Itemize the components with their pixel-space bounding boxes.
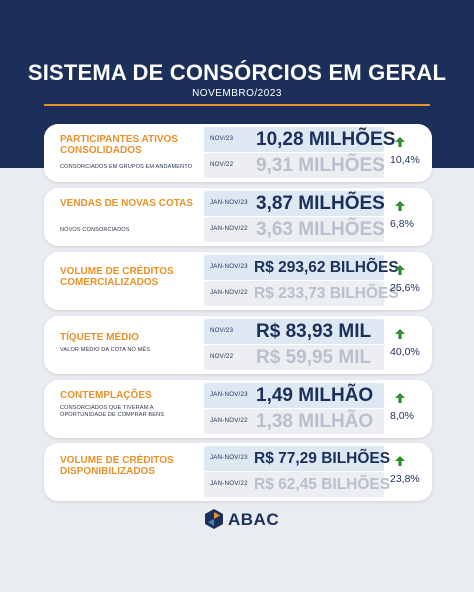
previous-value: 3,63 MILHÕES — [256, 219, 385, 240]
page-subtitle: NOVEMBRO/2023 — [192, 88, 282, 99]
current-period: JAN-NOV/23 — [210, 199, 248, 206]
current-row: JAN-NOV/23 1,49 MILHÃO — [204, 383, 384, 408]
current-row: JAN-NOV/23 R$ 77,29 BILHÕES — [204, 446, 390, 471]
change-percent: 10,4% — [390, 154, 420, 166]
previous-row: JAN-NOV/22 R$ 62,45 BILHÕES — [204, 472, 390, 497]
previous-period: JAN-NOV/22 — [210, 225, 248, 232]
previous-value: 1,38 MILHÃO — [256, 411, 374, 432]
current-value: R$ 83,93 MIL — [256, 321, 372, 342]
previous-row: JAN-NOV/22 1,38 MILHÃO — [204, 409, 384, 434]
change-percent: 23,8% — [390, 473, 420, 485]
change-percent: 25,6% — [390, 282, 420, 294]
current-row: JAN-NOV/23 R$ 293,62 BILHÕES — [204, 255, 399, 280]
current-value: R$ 77,29 BILHÕES — [254, 450, 391, 467]
previous-row: JAN-NOV/22 R$ 233,73 BILHÕES — [204, 281, 399, 306]
current-value: 10,28 MILHÕES — [256, 129, 396, 150]
card-title: PARTICIPANTES ATIVOS CONSOLIDADOS — [60, 134, 178, 156]
card-description: CONSORCIADOS QUE TIVERAM A OPORTUNIDADE … — [60, 405, 165, 418]
arrow-up-icon — [395, 137, 405, 147]
previous-row: JAN-NOV/22 3,63 MILHÕES — [204, 217, 385, 242]
arrow-up-icon — [395, 265, 405, 275]
card-description: VALOR MÉDIO DA COTA NO MÊS — [60, 347, 151, 353]
current-period: NOV/23 — [210, 135, 234, 142]
card-contemplacoes: Contemplações CONSORCIADOS QUE TIVERAM A… — [44, 380, 432, 438]
card-participantes: PARTICIPANTES ATIVOS CONSOLIDADOS CONSOR… — [44, 124, 432, 182]
title-divider — [44, 104, 430, 106]
card-title: Tíquete Médio — [60, 332, 139, 343]
current-row: NOV/23 R$ 83,93 MIL — [204, 319, 384, 344]
current-period: JAN-NOV/23 — [210, 263, 248, 270]
previous-period: JAN-NOV/22 — [210, 480, 248, 487]
card-description: CONSORCIADOS EM GRUPOS EM ANDAMENTO — [60, 164, 193, 170]
arrow-up-icon — [395, 201, 405, 211]
abac-logo-icon — [205, 509, 223, 529]
current-period: JAN-NOV/23 — [210, 454, 248, 461]
page-title: SISTEMA DE CONSÓRCIOS EM GERAL — [27, 60, 447, 85]
previous-value: R$ 62,45 BILHÕES — [254, 476, 391, 493]
change-percent: 6,8% — [390, 218, 414, 230]
previous-period: JAN-NOV/22 — [210, 417, 248, 424]
current-value: R$ 293,62 BILHÕES — [254, 259, 399, 276]
card-volume-disponibilizados: Volume de Créditos Disponibilizados JAN-… — [44, 443, 432, 501]
arrow-up-icon — [395, 456, 405, 466]
arrow-up-icon — [395, 329, 405, 339]
card-title: Volume de Créditos Disponibilizados — [60, 455, 174, 477]
current-value: 1,49 MILHÃO — [256, 385, 374, 406]
change-percent: 40,0% — [390, 346, 420, 358]
current-period: NOV/23 — [210, 327, 234, 334]
current-value: 3,87 MILHÕES — [256, 193, 385, 214]
card-vendas: Vendas de Novas Cotas NOVOS CONSORCIADOS… — [44, 188, 432, 246]
previous-value: 9,31 MILHÕES — [256, 155, 385, 176]
change-percent: 8,0% — [390, 410, 414, 422]
card-title: Contemplações — [60, 390, 152, 401]
arrow-up-icon — [395, 393, 405, 403]
current-period: JAN-NOV/23 — [210, 391, 248, 398]
previous-row: NOV/22 9,31 MILHÕES — [204, 153, 385, 178]
card-volume-comercializados: Volume de Créditos Comercializados JAN-N… — [44, 252, 432, 310]
previous-value: R$ 233,73 BILHÕES — [254, 285, 399, 302]
current-row: JAN-NOV/23 3,87 MILHÕES — [204, 191, 385, 216]
card-title: Volume de Créditos Comercializados — [60, 266, 174, 288]
brand-name: ABAC — [228, 510, 280, 529]
previous-value: R$ 59,95 MIL — [256, 347, 372, 368]
card-description: NOVOS CONSORCIADOS — [60, 227, 130, 233]
card-title: Vendas de Novas Cotas — [60, 198, 193, 209]
card-tiquete-medio: Tíquete Médio VALOR MÉDIO DA COTA NO MÊS… — [44, 316, 432, 374]
previous-period: JAN-NOV/22 — [210, 289, 248, 296]
current-row: NOV/23 10,28 MILHÕES — [204, 127, 395, 152]
previous-row: NOV/22 R$ 59,95 MIL — [204, 345, 384, 370]
previous-period: NOV/22 — [210, 161, 234, 168]
previous-period: NOV/22 — [210, 353, 234, 360]
